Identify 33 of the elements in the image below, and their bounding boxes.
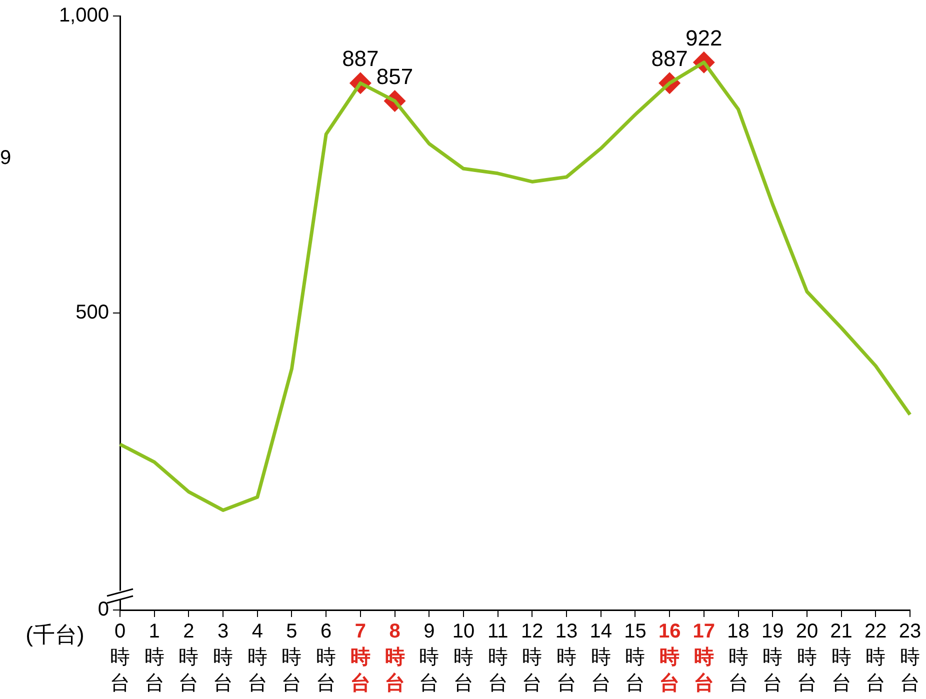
data-label: 887 bbox=[651, 46, 688, 72]
x-tick-label: 9時台 bbox=[419, 620, 440, 695]
x-tick-label: 5時台 bbox=[282, 620, 302, 695]
x-tick-label: 18時台 bbox=[727, 620, 750, 695]
x-tick-label: 2時台 bbox=[178, 620, 199, 695]
x-tick-label: 11時台 bbox=[487, 620, 508, 695]
y-tick-label: 500 bbox=[76, 302, 109, 324]
y-axis-title: (千台) bbox=[26, 622, 84, 648]
data-label: 922 bbox=[686, 25, 722, 50]
x-tick-label: 6時台 bbox=[316, 620, 336, 695]
text: 9 bbox=[0, 147, 12, 170]
x-tick-label: 20時台 bbox=[796, 620, 818, 695]
data-label: 857 bbox=[376, 64, 414, 90]
x-tick-label: 16時台 bbox=[658, 620, 681, 695]
x-tick-label: 15時台 bbox=[624, 620, 646, 695]
x-tick-label: 14時台 bbox=[590, 620, 612, 695]
y-tick-label: 1,000 bbox=[58, 4, 109, 27]
x-tick-label: 3時台 bbox=[213, 620, 234, 695]
x-tick-label: 19時台 bbox=[761, 620, 784, 695]
x-tick-label: 13時台 bbox=[555, 620, 578, 695]
x-tick-label: 7時台 bbox=[350, 620, 370, 695]
x-tick-label: 12時台 bbox=[521, 620, 544, 695]
x-tick-label: 0時台 bbox=[110, 620, 130, 695]
x-tick-label: 17時台 bbox=[692, 620, 716, 695]
x-tick-label: 21時台 bbox=[830, 620, 852, 695]
y-tick-label: 0 bbox=[98, 598, 109, 621]
x-tick-label: 8時台 bbox=[384, 620, 405, 695]
x-tick-label: 4時台 bbox=[247, 620, 268, 695]
x-tick-label: 10時台 bbox=[452, 620, 475, 695]
x-tick-label: 1時台 bbox=[144, 620, 164, 695]
x-tick-label: 22時台 bbox=[864, 620, 887, 695]
data-label: 887 bbox=[342, 46, 379, 72]
x-tick-label: 23時台 bbox=[898, 620, 922, 695]
